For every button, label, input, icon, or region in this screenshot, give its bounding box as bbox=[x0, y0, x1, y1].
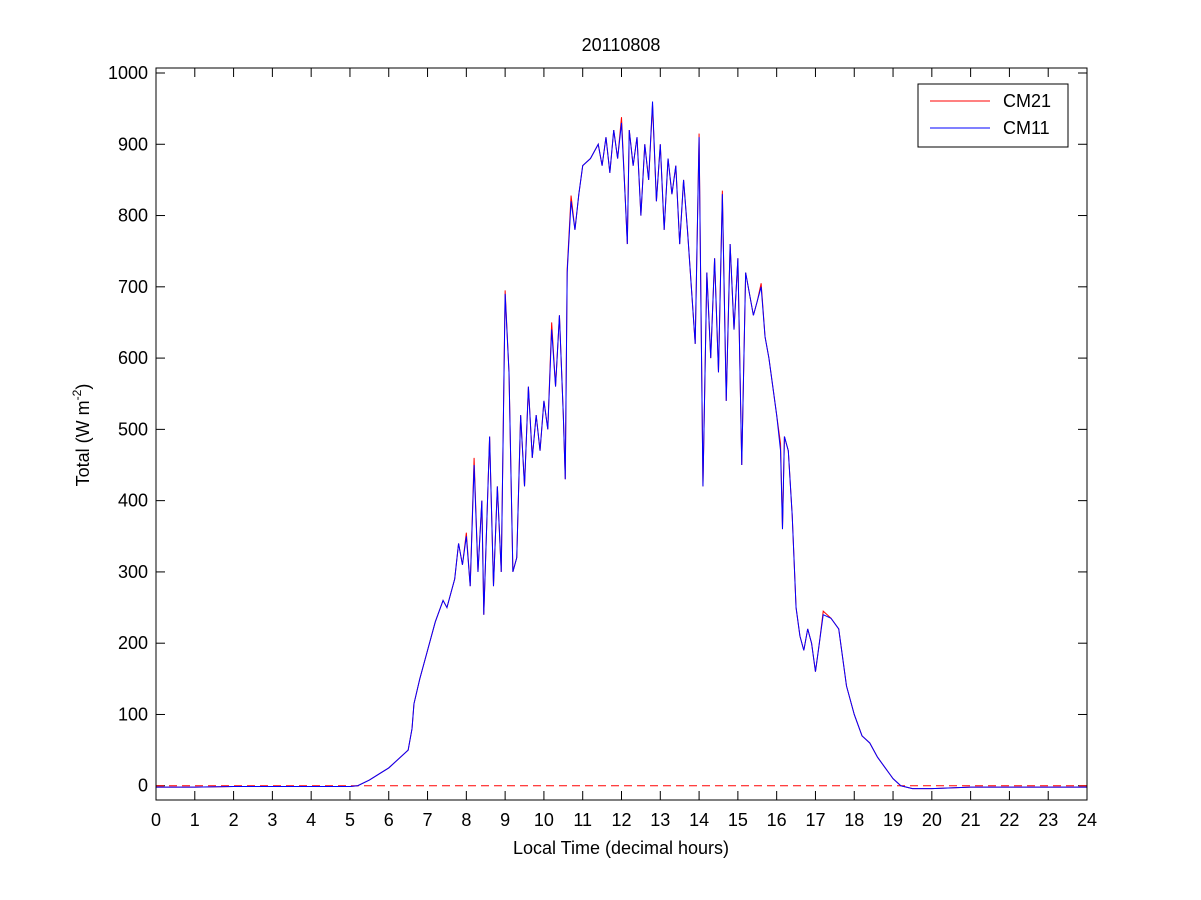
x-tick-label: 6 bbox=[384, 810, 394, 830]
x-tick-label: 15 bbox=[728, 810, 748, 830]
y-tick-label: 0 bbox=[138, 776, 148, 796]
y-tick-label: 800 bbox=[118, 206, 148, 226]
x-tick-label: 20 bbox=[922, 810, 942, 830]
plot-area bbox=[156, 68, 1087, 800]
x-tick-label: 17 bbox=[805, 810, 825, 830]
x-tick-label: 18 bbox=[844, 810, 864, 830]
x-tick-label: 21 bbox=[961, 810, 981, 830]
x-tick-label: 11 bbox=[573, 810, 592, 830]
legend-label: CM21 bbox=[1003, 91, 1051, 111]
x-tick-label: 9 bbox=[500, 810, 510, 830]
x-tick-label: 2 bbox=[229, 810, 239, 830]
legend-label: CM11 bbox=[1003, 118, 1050, 138]
x-tick-label: 12 bbox=[611, 810, 631, 830]
y-axis-label: Total (W m-2) bbox=[70, 384, 93, 487]
x-tick-label: 13 bbox=[650, 810, 670, 830]
y-axis-label-main: Total (W m bbox=[73, 400, 93, 486]
x-tick-label: 23 bbox=[1038, 810, 1058, 830]
y-tick-label: 200 bbox=[118, 633, 148, 653]
y-tick-label: 300 bbox=[118, 562, 148, 582]
y-tick-label: 500 bbox=[118, 419, 148, 439]
x-tick-label: 0 bbox=[151, 810, 161, 830]
x-tick-label: 10 bbox=[534, 810, 554, 830]
axes-box bbox=[155, 67, 1088, 801]
x-axis-label: Local Time (decimal hours) bbox=[513, 838, 729, 858]
y-axis-label-end: ) bbox=[73, 384, 93, 390]
x-tick-label: 14 bbox=[689, 810, 709, 830]
y-tick-label: 700 bbox=[118, 277, 148, 297]
y-axis-label-sup: -2 bbox=[70, 389, 84, 400]
x-tick-label: 24 bbox=[1077, 810, 1097, 830]
x-tick-label: 7 bbox=[423, 810, 433, 830]
x-tick-label: 19 bbox=[883, 810, 903, 830]
chart-title: 20110808 bbox=[582, 35, 661, 55]
x-tick-label: 4 bbox=[306, 810, 316, 830]
x-tick-label: 22 bbox=[999, 810, 1019, 830]
y-tick-label: 900 bbox=[118, 134, 148, 154]
y-tick-label: 600 bbox=[118, 348, 148, 368]
x-tick-label: 1 bbox=[190, 810, 200, 830]
y-tick-label: 1000 bbox=[108, 63, 148, 83]
x-tick-label: 8 bbox=[461, 810, 471, 830]
y-tick-label: 100 bbox=[118, 704, 148, 724]
y-tick-label: 400 bbox=[118, 491, 148, 511]
legend-box bbox=[917, 83, 1069, 148]
x-tick-label: 3 bbox=[267, 810, 277, 830]
data-line bbox=[156, 101, 1087, 790]
x-tick-label: 5 bbox=[345, 810, 355, 830]
x-tick-label: 16 bbox=[767, 810, 787, 830]
